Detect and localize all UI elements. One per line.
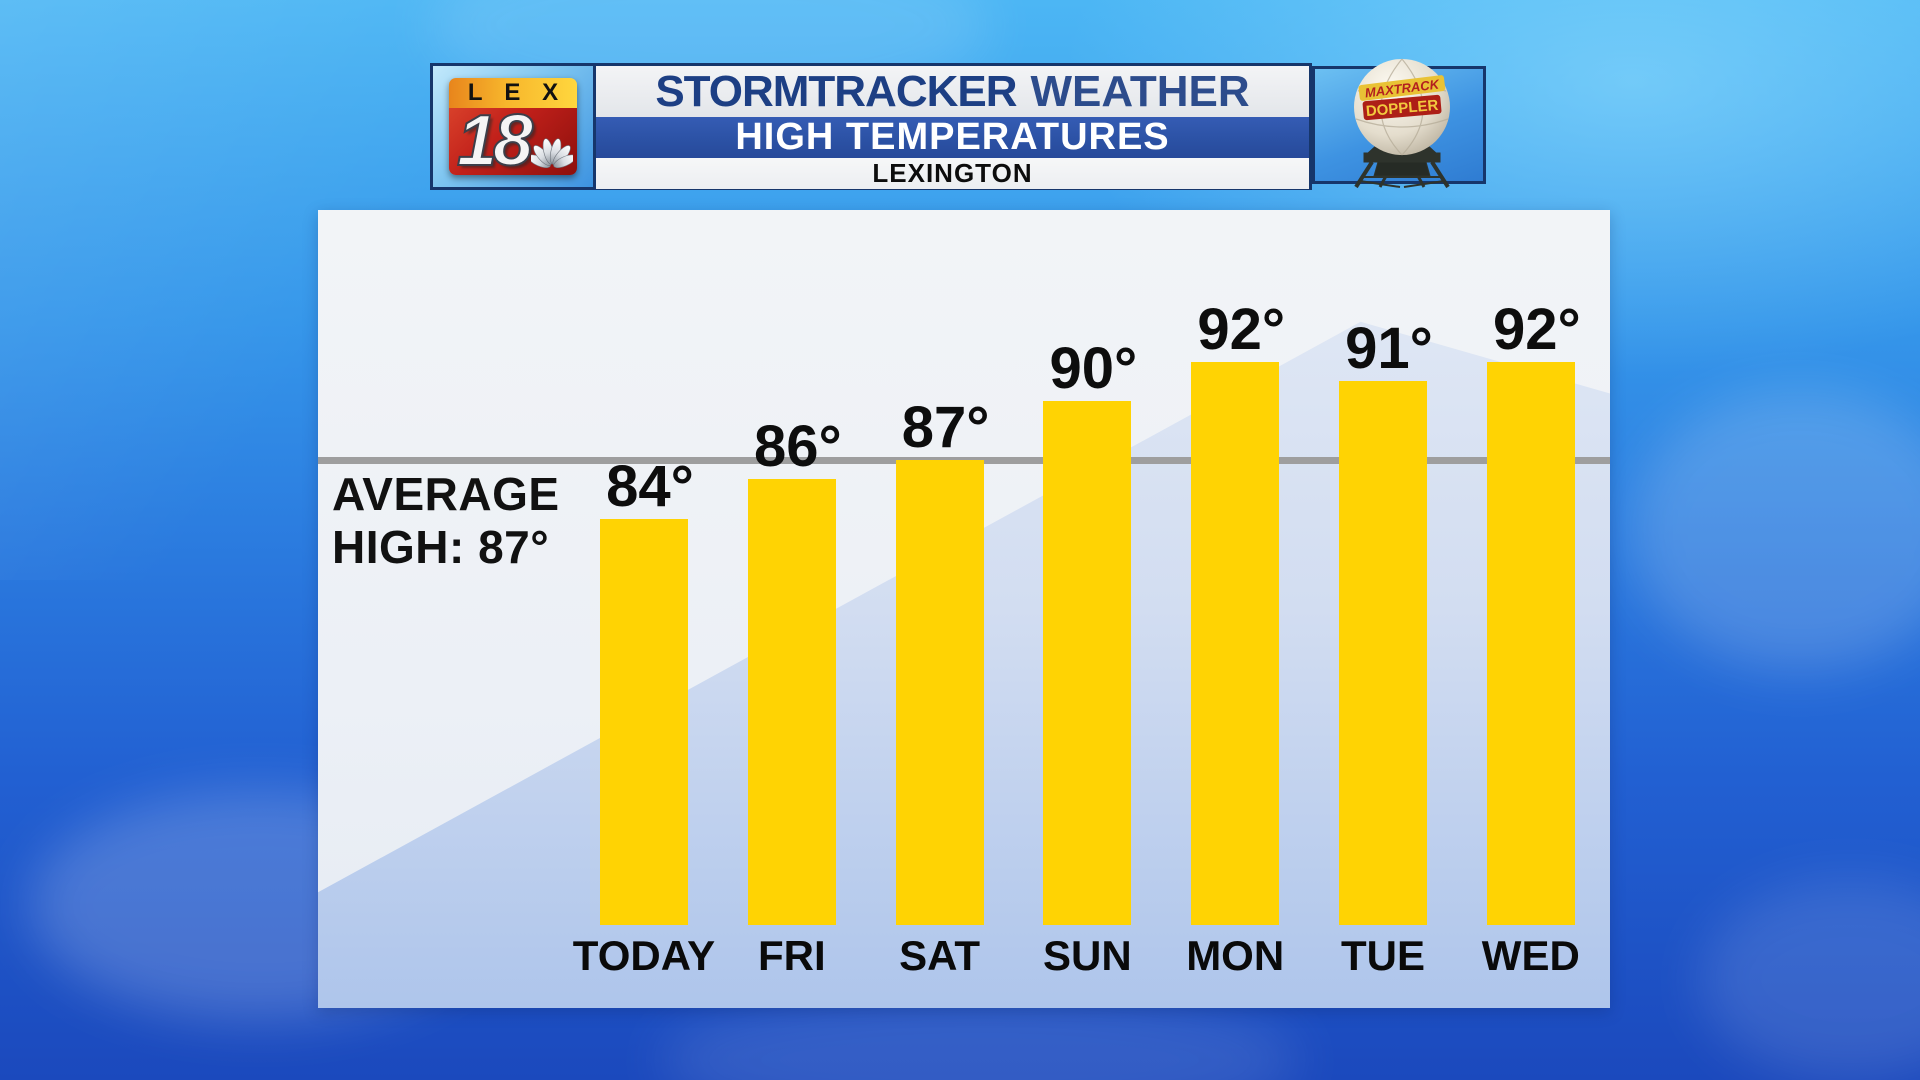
temperature-bar	[1486, 362, 1575, 925]
cloud-decoration	[1630, 390, 1920, 670]
average-high-label-line1: AVERAGE	[332, 468, 560, 520]
lex18-logo: L E X 18	[449, 78, 577, 175]
bar-value-label: 91°	[1345, 316, 1433, 381]
logo-letter: X	[542, 79, 559, 106]
logo-letter: E	[504, 79, 521, 106]
day-label: TUE	[1341, 932, 1425, 979]
header-bands: STORMTRACKER WEATHER HIGH TEMPERATURES L…	[596, 63, 1312, 190]
bar-value-label: 87°	[901, 395, 990, 460]
day-label: TODAY	[572, 932, 716, 979]
bar-value-label: 84°	[606, 454, 694, 519]
day-label: FRI	[757, 932, 826, 979]
maxtrack-doppler-icon: MAXTRACK DOPPLER	[1354, 58, 1450, 189]
chart-panel: AVERAGE HIGH: 87° 84° TODAY 86° FRI 87° SAT 90…	[318, 210, 1610, 1008]
title-secondary: WEATHER	[1030, 67, 1250, 116]
radar-tower-box: MAXTRACK DOPPLER	[1312, 58, 1486, 189]
day-label: SUN	[1043, 932, 1132, 979]
temperature-bar	[747, 479, 836, 925]
temperature-bar	[895, 460, 984, 925]
bar-value-label: 92°	[1197, 297, 1286, 362]
banner-title: HIGH TEMPERATURES	[596, 116, 1309, 158]
bar-value-label: 92°	[1492, 297, 1581, 362]
show-title: STORMTRACKER WEATHER	[596, 66, 1309, 117]
temperature-bar	[1339, 381, 1427, 925]
cloud-decoration	[1700, 880, 1920, 1080]
day-label: MON	[1186, 932, 1285, 979]
radar-label-doppler: DOPPLER	[1365, 97, 1439, 120]
bar-value-label: 90°	[1049, 336, 1138, 401]
logo-channel-number: 18	[456, 100, 534, 175]
bar-value-label: 86°	[753, 414, 842, 479]
location-label: LEXINGTON	[596, 158, 1309, 189]
temperature-bar	[1191, 362, 1280, 925]
station-logo-box: L E X 18	[430, 63, 596, 190]
logo-red-field: 18	[449, 100, 577, 175]
logo-call-letters: L E X	[449, 78, 577, 108]
average-high-label-line2: HIGH: 87°	[332, 521, 550, 573]
temperature-bar	[1043, 401, 1132, 925]
day-label: SAT	[899, 932, 981, 979]
logo-letter: L	[467, 79, 483, 106]
day-label: WED	[1481, 932, 1580, 979]
title-primary: STORMTRACKER	[655, 67, 1017, 116]
average-high-label: AVERAGE HIGH: 87°	[332, 468, 560, 574]
nbc-peacock-icon	[531, 138, 573, 169]
temperature-bar	[600, 519, 688, 925]
